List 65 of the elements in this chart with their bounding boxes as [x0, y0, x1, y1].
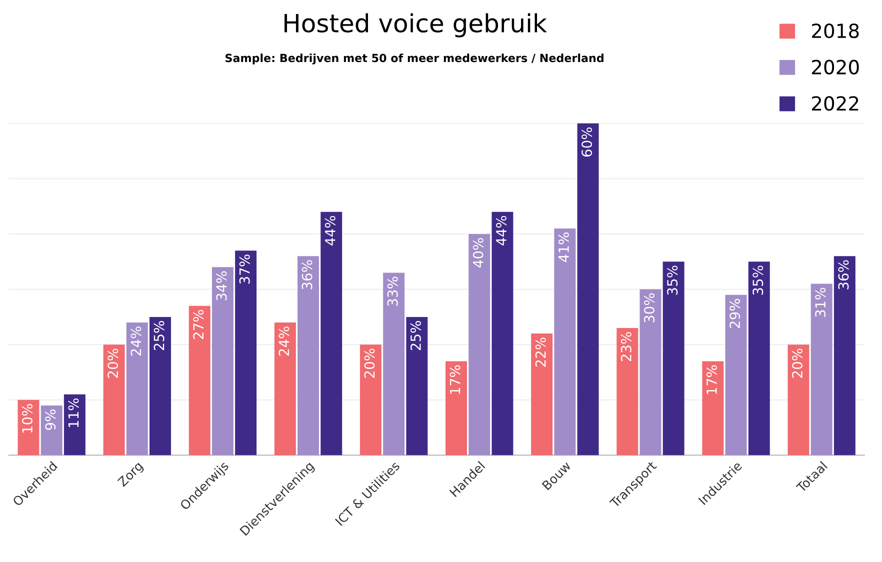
data-label: 20%	[108, 348, 118, 378]
data-label: 25%	[154, 321, 164, 350]
data-label: 24%	[130, 326, 142, 356]
data-label: 9%	[45, 410, 56, 430]
bar	[18, 400, 40, 456]
data-label: 17%	[450, 365, 460, 394]
bar	[725, 294, 747, 456]
bar	[554, 228, 576, 456]
data-label: 31%	[815, 288, 826, 317]
bar	[188, 306, 210, 456]
bar	[274, 322, 296, 456]
bar	[40, 405, 62, 456]
data-label: 30%	[644, 293, 655, 322]
bar	[531, 334, 553, 456]
bar	[468, 234, 490, 456]
bar	[235, 250, 257, 456]
data-label: 29%	[730, 298, 740, 328]
data-label: 10%	[22, 404, 33, 433]
bar	[446, 361, 468, 456]
data-label: 60%	[582, 127, 592, 157]
data-label: 27%	[193, 310, 204, 340]
data-label: 11%	[68, 398, 79, 428]
bar	[383, 272, 405, 456]
data-label: 41%	[558, 232, 569, 262]
data-label: 24%	[278, 326, 290, 356]
data-label: 23%	[620, 332, 632, 362]
bar	[360, 344, 382, 456]
data-label: 17%	[706, 365, 717, 394]
legend-label: 2022	[812, 96, 858, 111]
bar	[212, 267, 234, 456]
data-label: 40%	[472, 238, 484, 268]
chart-title: Hosted voice gebruik	[284, 13, 547, 38]
legend-label: 2018	[812, 23, 859, 38]
bar	[298, 256, 319, 456]
data-label: 34%	[216, 271, 227, 300]
data-label: 35%	[667, 266, 678, 295]
data-label: 22%	[535, 338, 546, 367]
bar	[788, 344, 810, 456]
data-label: 25%	[410, 321, 421, 350]
bar	[662, 262, 684, 456]
bar	[492, 212, 514, 456]
bar	[748, 262, 770, 456]
chart-subtitle: Sample: Bedrijven met 50 of meer medewerkers / Nederland	[226, 54, 604, 64]
data-label: 33%	[387, 276, 398, 306]
bar	[64, 394, 86, 456]
bar	[616, 328, 638, 456]
bar	[406, 316, 428, 456]
data-label: 36%	[838, 260, 849, 290]
bar	[810, 284, 832, 456]
data-label: 44%	[496, 216, 506, 246]
data-label: 36%	[302, 260, 312, 290]
data-label: 35%	[752, 266, 764, 295]
bar	[702, 361, 724, 456]
bar	[320, 212, 342, 456]
bar	[126, 322, 148, 456]
data-label: 20%	[364, 348, 375, 378]
bar	[577, 123, 599, 456]
bar	[640, 289, 662, 456]
legend-label: 2020	[812, 60, 859, 74]
bar	[150, 316, 171, 456]
data-label: 37%	[239, 254, 250, 284]
bar	[834, 256, 856, 456]
bar	[103, 344, 125, 456]
data-label: 20%	[792, 348, 803, 378]
data-label: 44%	[324, 216, 336, 246]
